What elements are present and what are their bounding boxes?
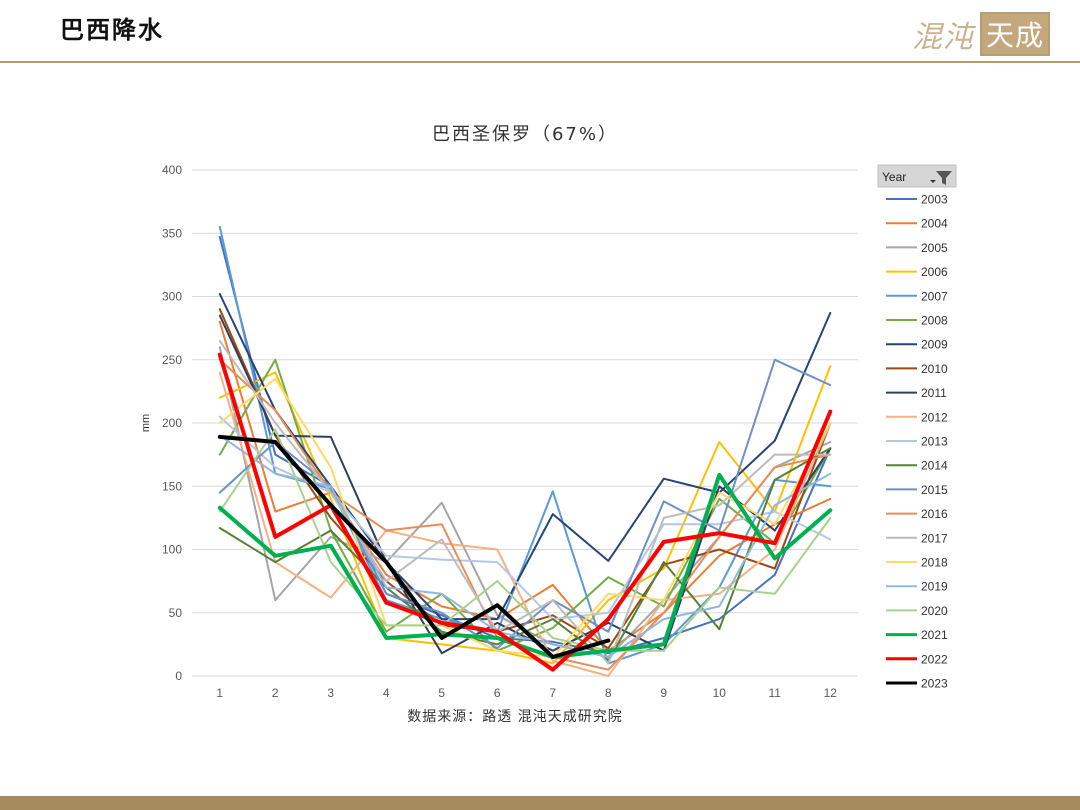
x-tick-label: 5	[438, 686, 445, 700]
x-tick-label: 2	[272, 686, 279, 700]
legend-item-2009: 2009	[921, 338, 948, 352]
data-source-note: 数据来源：路透 混沌天成研究院	[407, 709, 622, 725]
series-line-2020	[218, 428, 832, 652]
legend-item-2015: 2015	[921, 483, 948, 497]
brand-logo-box: 天成	[980, 12, 1050, 56]
page-title: 巴西降水	[60, 16, 164, 44]
x-tick-label: 11	[769, 686, 782, 700]
y-tick-label: 250	[162, 353, 182, 367]
x-tick-label: 6	[494, 686, 501, 700]
chevron-down-icon[interactable]	[930, 180, 936, 183]
x-tick-label: 8	[605, 686, 612, 700]
y-tick-label: 400	[162, 163, 182, 177]
y-axis-label: mm	[140, 414, 152, 432]
legend-item-2023: 2023	[921, 677, 948, 691]
brand-logo: 混沌 天成	[912, 12, 1050, 56]
filter-icon[interactable]	[936, 171, 952, 185]
legend-item-2010: 2010	[921, 362, 948, 376]
legend-item-2018: 2018	[921, 556, 948, 570]
y-tick-label: 200	[162, 416, 182, 430]
y-tick-label: 50	[169, 606, 183, 620]
legend-item-2004: 2004	[921, 217, 948, 231]
y-tick-label: 300	[162, 290, 182, 304]
x-tick-label: 3	[327, 686, 334, 700]
legend-item-2007: 2007	[921, 289, 948, 303]
y-tick-label: 350	[162, 226, 182, 240]
x-tick-label: 12	[824, 686, 838, 700]
legend-item-2008: 2008	[921, 314, 948, 328]
legend-item-2003: 2003	[921, 193, 948, 207]
series-line-2011	[218, 314, 832, 655]
x-tick-label: 10	[713, 686, 727, 700]
x-tick-label: 4	[383, 686, 390, 700]
y-tick-label: 100	[162, 543, 182, 557]
legend-item-2005: 2005	[921, 241, 948, 255]
legend-item-2017: 2017	[921, 531, 948, 545]
series-line-2008	[218, 358, 832, 652]
x-tick-label: 9	[660, 686, 667, 700]
x-tick-label: 7	[549, 686, 556, 700]
legend-header	[877, 164, 957, 188]
series-line-2023	[217, 434, 611, 659]
series-line-2013	[218, 415, 832, 621]
brand-logo-script: 混沌	[912, 20, 974, 55]
legend-item-2019: 2019	[921, 580, 948, 594]
legend-item-2011: 2011	[921, 386, 947, 400]
chart-title: 巴西圣保罗（67%）	[432, 124, 618, 145]
series-line-2021	[217, 472, 833, 659]
legend-item-2013: 2013	[921, 435, 948, 449]
x-tick-label: 1	[216, 686, 223, 700]
footer-bar	[0, 796, 1080, 810]
series-line-2022	[217, 352, 833, 672]
series-line-2009	[218, 293, 832, 621]
legend-item-2014: 2014	[921, 459, 948, 473]
legend-item-2021: 2021	[921, 628, 948, 642]
y-tick-label: 0	[175, 669, 182, 683]
legend-item-2020: 2020	[921, 604, 948, 618]
series-line-2018	[218, 377, 832, 658]
legend-item-2006: 2006	[921, 265, 948, 279]
series-line-2007	[218, 225, 832, 665]
y-tick-label: 150	[162, 479, 182, 493]
legend-item-2012: 2012	[921, 410, 948, 424]
header-divider	[0, 61, 1080, 63]
series-line-2012	[218, 371, 832, 677]
legend-item-2022: 2022	[921, 652, 948, 666]
legend-item-2016: 2016	[921, 507, 948, 521]
legend-header-label: Year	[882, 170, 906, 184]
